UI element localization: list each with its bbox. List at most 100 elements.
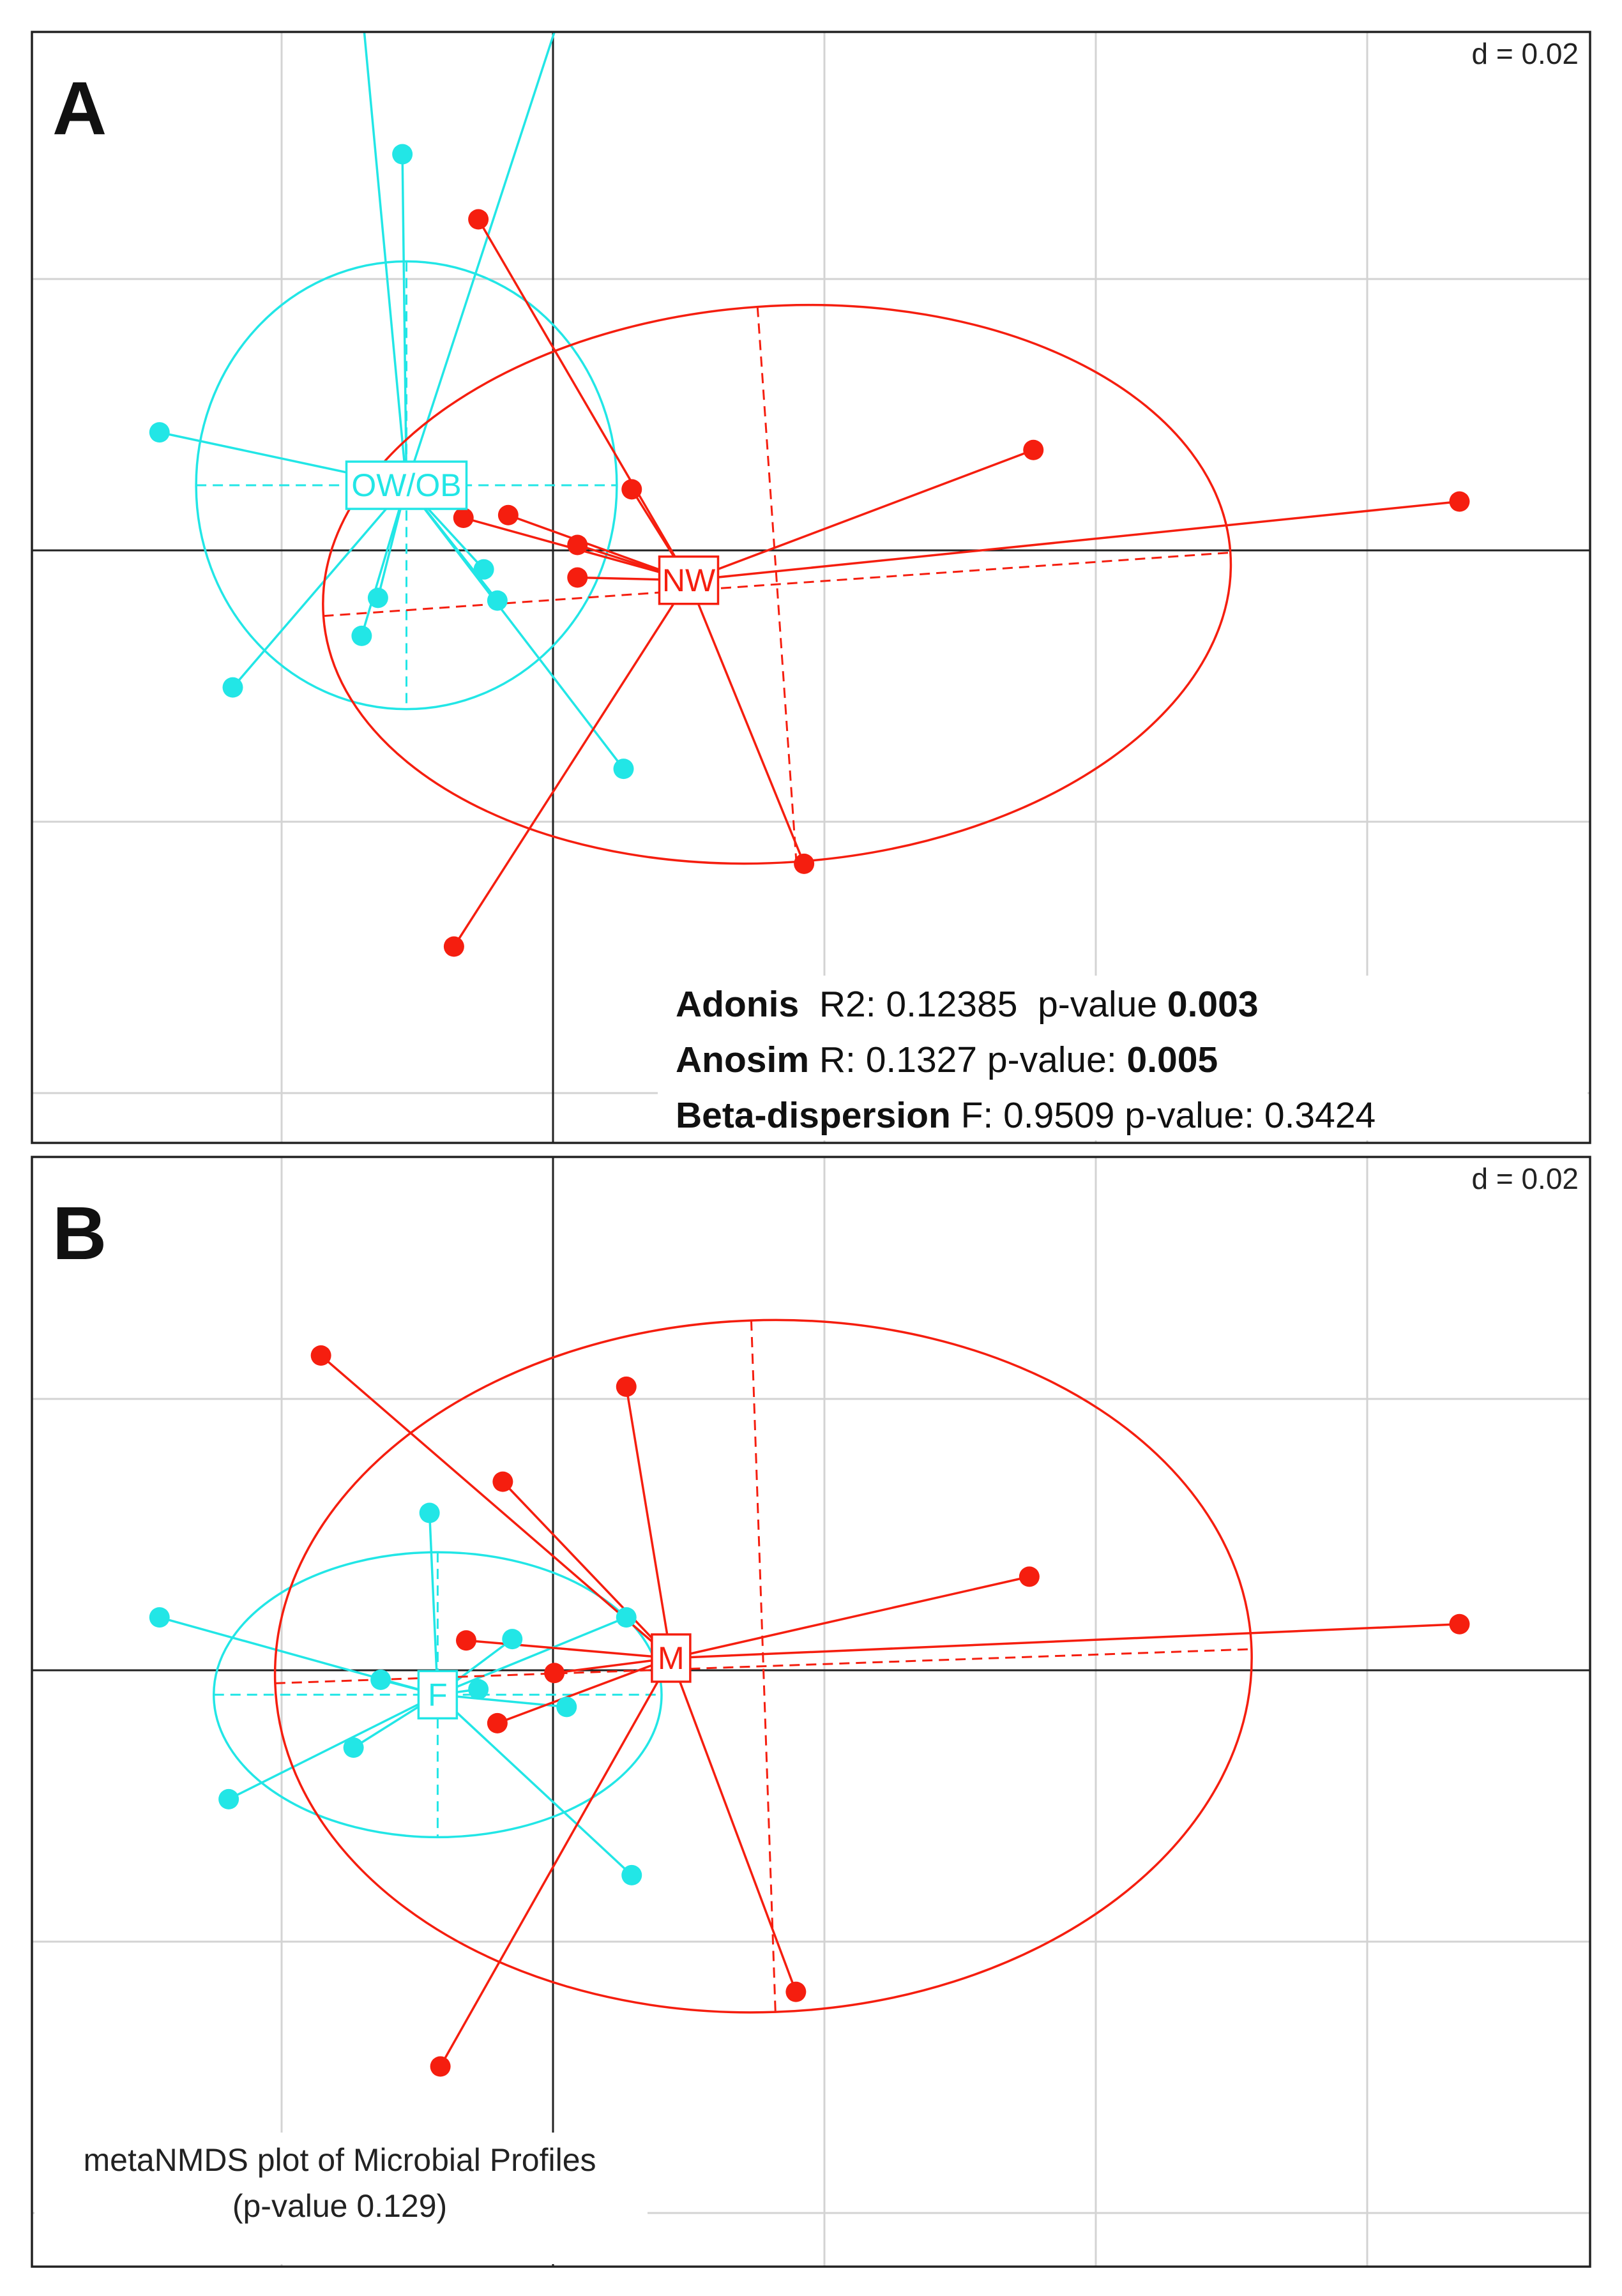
caption-line: (p-value 0.129) bbox=[232, 2188, 447, 2224]
data-point bbox=[621, 479, 642, 500]
data-point bbox=[616, 1607, 637, 1628]
data-point bbox=[149, 422, 170, 443]
data-point bbox=[367, 587, 388, 608]
data-point bbox=[430, 2056, 451, 2077]
panel-letter: B bbox=[52, 1191, 107, 1276]
centroid-label: OW/OB bbox=[351, 467, 461, 503]
scale-label: d = 0.02 bbox=[1471, 37, 1579, 70]
caption-bg bbox=[34, 2133, 648, 2264]
spider-line bbox=[405, 32, 556, 486]
data-point bbox=[1019, 1566, 1040, 1587]
data-point bbox=[487, 1712, 508, 1733]
spider-line bbox=[625, 1386, 672, 1659]
data-point bbox=[567, 534, 588, 555]
data-point bbox=[453, 508, 474, 528]
spider-line bbox=[453, 579, 690, 948]
centroid-label: M bbox=[658, 1640, 685, 1676]
spider-line bbox=[688, 449, 1034, 582]
stats-line: Beta-dispersion F: 0.9509 p-value: 0.342… bbox=[676, 1095, 1376, 1136]
spider-line bbox=[363, 32, 408, 486]
centroid-label: NW bbox=[662, 563, 716, 598]
spider-line bbox=[428, 1513, 439, 1695]
data-point bbox=[443, 936, 464, 957]
centroid-label: F bbox=[428, 1677, 448, 1712]
spider-line bbox=[688, 500, 1460, 582]
spider-line bbox=[406, 484, 625, 770]
stats-line: Adonis R2: 0.12385 p-value 0.003 bbox=[676, 984, 1259, 1025]
spider-line bbox=[671, 1623, 1460, 1659]
panel-frame bbox=[31, 1156, 1591, 2268]
data-point bbox=[1449, 491, 1470, 512]
spider-line bbox=[502, 1481, 672, 1659]
data-point bbox=[616, 1376, 637, 1397]
panel-frame bbox=[31, 31, 1591, 1144]
centroid-label-box bbox=[417, 1670, 459, 1719]
data-point bbox=[370, 1669, 391, 1690]
spider-line bbox=[320, 1354, 672, 1659]
spider-line bbox=[437, 1693, 633, 1877]
spider-line bbox=[466, 1639, 672, 1659]
stats-value: 0.005 bbox=[1127, 1039, 1218, 1080]
data-point bbox=[502, 1629, 523, 1650]
data-point bbox=[149, 1607, 170, 1628]
scale-label-bg bbox=[1415, 34, 1588, 74]
data-point bbox=[492, 1471, 513, 1492]
spider-line bbox=[439, 1658, 672, 2067]
spider-line bbox=[477, 218, 690, 581]
data-point bbox=[468, 1679, 489, 1700]
spider-line bbox=[437, 1616, 627, 1696]
data-point bbox=[351, 625, 372, 646]
data-point bbox=[613, 759, 634, 780]
centroid-label-box bbox=[658, 555, 720, 605]
spider-line bbox=[401, 154, 408, 486]
data-point bbox=[794, 853, 815, 874]
stats-box-bg bbox=[658, 976, 1588, 1140]
stats-test-name: Anosim bbox=[676, 1039, 809, 1080]
data-point bbox=[544, 1663, 565, 1684]
stats-test-name: Beta-dispersion bbox=[676, 1095, 951, 1136]
panel-letter: A bbox=[52, 66, 107, 151]
stats-value: 0.003 bbox=[1167, 984, 1259, 1025]
nmds-panel-a: OW/OB NW d = 0.02 A Adonis R2: 0.12385 p-val… bbox=[31, 31, 1591, 1144]
stats-line: Anosim R: 0.1327 p-value: 0.005 bbox=[676, 1039, 1218, 1080]
stats-text: R2: 0.12385 p-value bbox=[799, 984, 1167, 1025]
ellipse-major-axis bbox=[323, 551, 1231, 617]
data-point bbox=[567, 567, 588, 588]
scale-label-bg bbox=[1415, 1159, 1588, 1199]
spider-line bbox=[360, 485, 408, 637]
spider-line bbox=[687, 580, 805, 865]
data-point bbox=[1023, 439, 1044, 460]
centroid-label-box bbox=[651, 1633, 692, 1683]
spider-line bbox=[670, 1658, 798, 1993]
stats-text: R: 0.1327 p-value: bbox=[809, 1039, 1126, 1080]
spider-line bbox=[228, 1693, 439, 1801]
plot-area: FM bbox=[32, 1157, 1590, 2267]
data-point bbox=[621, 1864, 642, 1885]
spider-line bbox=[671, 1575, 1030, 1659]
stats-text: F: 0.9509 p-value: 0.3424 bbox=[951, 1095, 1376, 1136]
data-point bbox=[785, 1981, 807, 2002]
plot-area: OW/OB NW bbox=[32, 32, 1590, 1143]
data-point bbox=[218, 1788, 239, 1809]
ellipse-minor-axis bbox=[756, 306, 798, 862]
caption-line: metaNMDS plot of Microbial Profiles bbox=[83, 2142, 596, 2178]
spider-line bbox=[497, 1657, 672, 1725]
data-point bbox=[473, 559, 494, 580]
data-point bbox=[556, 1696, 577, 1718]
data-point bbox=[1449, 1613, 1470, 1635]
data-point bbox=[392, 144, 413, 165]
spider-line bbox=[232, 484, 407, 688]
scale-label: d = 0.02 bbox=[1471, 1162, 1579, 1195]
data-point bbox=[468, 209, 489, 230]
stats-test-name: Adonis bbox=[676, 984, 799, 1025]
ellipse-major-axis bbox=[275, 1648, 1252, 1684]
data-point bbox=[222, 677, 243, 698]
data-point bbox=[419, 1502, 440, 1523]
data-point bbox=[343, 1737, 364, 1758]
data-point bbox=[497, 504, 519, 525]
data-point bbox=[487, 590, 508, 611]
data-point bbox=[310, 1345, 331, 1366]
data-point bbox=[456, 1630, 476, 1651]
